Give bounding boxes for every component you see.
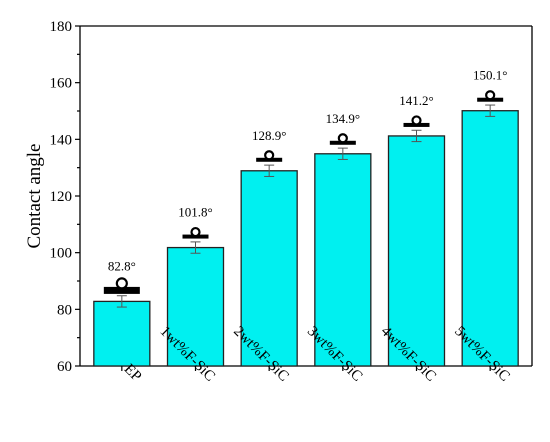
bar (387, 135, 446, 367)
bar (93, 300, 151, 367)
data-label: 101.8° (178, 205, 212, 220)
data-label: 82.8° (108, 258, 136, 273)
droplet-icon (190, 226, 201, 238)
data-label: 141.2° (399, 93, 433, 108)
y-tick-label: 100 (50, 246, 73, 262)
y-axis-label: Contact angle (24, 144, 45, 249)
bar (314, 153, 372, 367)
y-tick-label: 140 (50, 132, 73, 148)
y-tick-label: 80 (57, 302, 72, 318)
data-label: 128.9° (252, 128, 286, 143)
droplet-icon (264, 150, 275, 161)
data-label: 134.9° (326, 111, 360, 126)
droplet-icon (337, 133, 348, 144)
surface-marker (103, 286, 140, 294)
droplet-icon (115, 277, 128, 290)
bar (240, 170, 298, 367)
droplet-icon (485, 90, 496, 101)
y-tick-label: 120 (50, 189, 73, 205)
data-label: 150.1° (473, 68, 507, 83)
y-axis-ticks: 60 80 100 120 140 160 180 (50, 19, 80, 375)
droplet-icon (411, 115, 422, 126)
y-tick-label: 160 (50, 76, 73, 92)
y-tick-label: 60 (57, 359, 72, 375)
bars: 82.8° 101.8° 128.9° 134.9° 141.2° 150.1° (93, 68, 519, 367)
bar (461, 110, 519, 367)
y-tick-label: 180 (50, 19, 73, 35)
